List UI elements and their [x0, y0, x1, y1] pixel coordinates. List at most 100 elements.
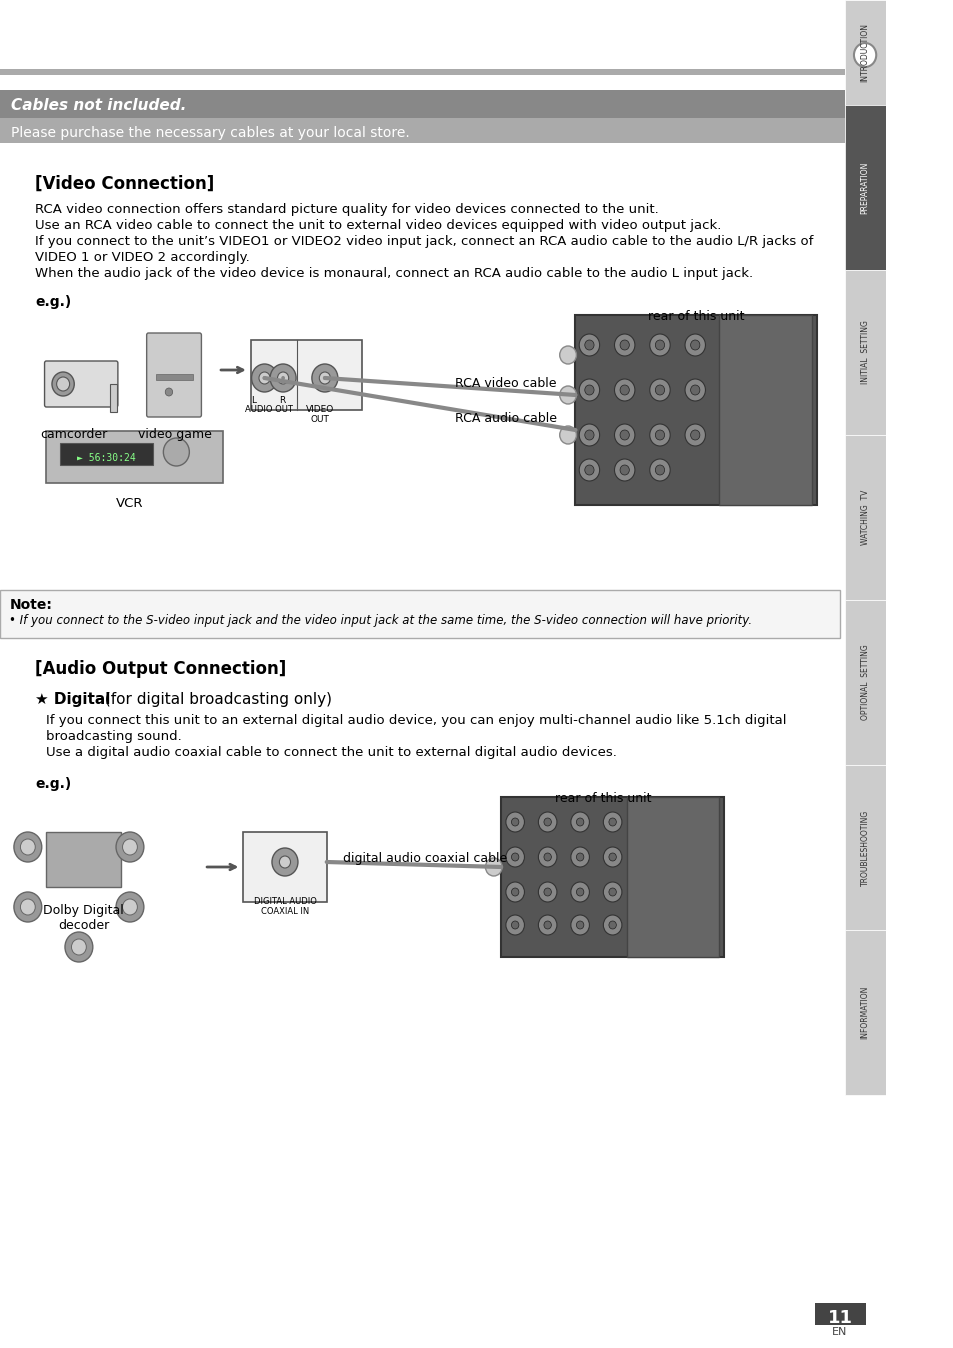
- Text: INFORMATION: INFORMATION: [860, 985, 869, 1039]
- Circle shape: [252, 364, 277, 392]
- Circle shape: [258, 372, 270, 384]
- Text: e.g.): e.g.): [35, 295, 71, 309]
- Circle shape: [570, 847, 589, 867]
- Circle shape: [511, 818, 518, 826]
- Circle shape: [122, 899, 137, 915]
- Circle shape: [505, 847, 524, 867]
- Bar: [0, 119, 843, 143]
- Circle shape: [576, 921, 583, 929]
- Text: e.g.): e.g.): [35, 776, 71, 791]
- Circle shape: [655, 340, 664, 350]
- Bar: [719, 315, 811, 506]
- Circle shape: [511, 853, 518, 861]
- Bar: [843, 600, 884, 766]
- Circle shape: [690, 340, 700, 350]
- Bar: [843, 930, 884, 1095]
- Bar: [47, 832, 120, 887]
- Circle shape: [584, 430, 594, 439]
- Text: [Video Connection]: [Video Connection]: [35, 175, 214, 193]
- Bar: [243, 832, 326, 902]
- Text: Use a digital audio coaxial cable to connect the unit to external digital audio : Use a digital audio coaxial cable to con…: [47, 745, 617, 759]
- Circle shape: [511, 921, 518, 929]
- Circle shape: [14, 832, 42, 861]
- Bar: [843, 0, 884, 105]
- Circle shape: [570, 915, 589, 936]
- Text: Cables not included.: Cables not included.: [11, 98, 187, 113]
- Circle shape: [584, 386, 594, 395]
- Circle shape: [543, 818, 551, 826]
- Circle shape: [619, 465, 629, 474]
- Text: camcorder: camcorder: [41, 429, 108, 441]
- Circle shape: [684, 379, 704, 400]
- Circle shape: [578, 460, 599, 481]
- Circle shape: [537, 847, 557, 867]
- Text: L        R: L R: [252, 396, 286, 404]
- Bar: [575, 315, 816, 506]
- Circle shape: [270, 364, 295, 392]
- Circle shape: [576, 853, 583, 861]
- Circle shape: [608, 921, 616, 929]
- Text: If you connect to the unit’s VIDEO1 or VIDEO2 video input jack, connect an RCA a: If you connect to the unit’s VIDEO1 or V…: [35, 235, 813, 248]
- Text: RCA video cable: RCA video cable: [455, 377, 556, 390]
- Text: VIDEO
OUT: VIDEO OUT: [306, 404, 334, 425]
- Text: VIDEO 1 or VIDEO 2 accordingly.: VIDEO 1 or VIDEO 2 accordingly.: [35, 251, 250, 264]
- Text: RCA audio cable: RCA audio cable: [455, 412, 557, 425]
- Circle shape: [649, 379, 669, 400]
- Text: rear of this unit: rear of this unit: [647, 310, 743, 324]
- Circle shape: [578, 334, 599, 356]
- Circle shape: [649, 460, 669, 481]
- Bar: [843, 270, 884, 435]
- Circle shape: [602, 882, 621, 902]
- Text: WATCHING  TV: WATCHING TV: [860, 489, 869, 545]
- Text: If you connect this unit to an external digital audio device, you can enjoy mult: If you connect this unit to an external …: [47, 714, 786, 727]
- Circle shape: [602, 915, 621, 936]
- Text: OPTIONAL  SETTING: OPTIONAL SETTING: [860, 644, 869, 720]
- Circle shape: [272, 848, 297, 876]
- Circle shape: [559, 346, 576, 364]
- Bar: [60, 443, 153, 465]
- Circle shape: [725, 386, 735, 395]
- Circle shape: [505, 915, 524, 936]
- Circle shape: [559, 426, 576, 443]
- Circle shape: [614, 379, 635, 400]
- Circle shape: [56, 377, 70, 391]
- Bar: [626, 797, 719, 957]
- Bar: [843, 435, 884, 600]
- Circle shape: [319, 372, 330, 384]
- Circle shape: [584, 465, 594, 474]
- Circle shape: [684, 334, 704, 356]
- Text: TROUBLESHOOTING: TROUBLESHOOTING: [860, 809, 869, 886]
- Circle shape: [116, 892, 144, 922]
- FancyBboxPatch shape: [147, 333, 201, 417]
- Text: Use an RCA video cable to connect the unit to external video devices equipped wi: Use an RCA video cable to connect the un…: [35, 218, 720, 232]
- Circle shape: [543, 888, 551, 896]
- Bar: [500, 797, 723, 957]
- Text: AUDIO OUT: AUDIO OUT: [245, 404, 293, 414]
- Circle shape: [505, 882, 524, 902]
- Circle shape: [312, 364, 337, 392]
- Circle shape: [576, 888, 583, 896]
- Circle shape: [543, 921, 551, 929]
- Circle shape: [570, 811, 589, 832]
- Text: Note:: Note:: [10, 599, 52, 612]
- Text: ► 56:30:24: ► 56:30:24: [77, 453, 136, 462]
- Circle shape: [65, 931, 92, 962]
- Circle shape: [537, 882, 557, 902]
- Circle shape: [614, 425, 635, 446]
- Bar: [155, 373, 193, 380]
- Circle shape: [690, 430, 700, 439]
- Circle shape: [485, 857, 501, 876]
- Text: When the audio jack of the video device is monaural, connect an RCA audio cable : When the audio jack of the video device …: [35, 267, 753, 280]
- Circle shape: [537, 915, 557, 936]
- Circle shape: [578, 425, 599, 446]
- Text: RCA video connection offers standard picture quality for video devices connected: RCA video connection offers standard pic…: [35, 204, 659, 216]
- Circle shape: [20, 899, 35, 915]
- Text: broadcasting sound.: broadcasting sound.: [47, 731, 182, 743]
- Bar: [0, 69, 843, 75]
- Text: INTRODUCTION: INTRODUCTION: [860, 23, 869, 82]
- Circle shape: [602, 847, 621, 867]
- Text: INITIAL  SETTING: INITIAL SETTING: [860, 321, 869, 384]
- Bar: [110, 384, 117, 412]
- Circle shape: [619, 430, 629, 439]
- Circle shape: [725, 340, 735, 350]
